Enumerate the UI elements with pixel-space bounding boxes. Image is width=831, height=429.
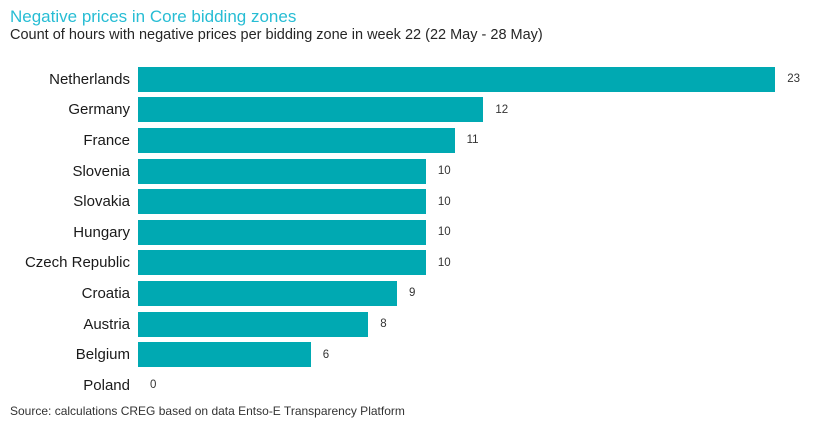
value-label-netherlands: 23 (787, 73, 800, 86)
value-label-slovakia: 10 (437, 195, 451, 208)
category-label-belgium: Belgium (75, 346, 130, 364)
bar-track-netherlands: 23 (138, 66, 800, 92)
chart-row-belgium: Belgium 6 (0, 339, 831, 370)
category-label-slovenia: Slovenia (72, 162, 130, 180)
bar-croatia (138, 280, 398, 306)
value-label-france: 11 (466, 134, 479, 147)
category-label-germany: Germany (68, 101, 130, 119)
chart-row-croatia: Croatia 9 (0, 278, 831, 309)
bar-track-austria: 8 (138, 311, 800, 337)
value-label-hungary: 10 (437, 226, 451, 239)
category-label-netherlands: Netherlands (49, 70, 130, 88)
chart-row-poland: Poland 0 (0, 370, 831, 401)
chart-row-slovenia: Slovenia 10 (0, 156, 831, 187)
bar-track-france: 11 (138, 127, 800, 153)
bar-track-croatia: 9 (138, 280, 800, 306)
bar-slovenia (138, 158, 426, 184)
category-label-slovakia: Slovakia (73, 193, 130, 211)
bar-track-belgium: 6 (138, 342, 800, 368)
value-label-croatia: 9 (409, 287, 416, 300)
bar-track-slovakia: 10 (138, 189, 800, 215)
bar-track-hungary: 10 (138, 219, 800, 245)
category-label-czech-republic: Czech Republic (24, 254, 130, 272)
value-label-austria: 8 (380, 318, 387, 331)
bar-track-czech-republic: 10 (138, 250, 800, 276)
category-label-poland: Poland (83, 376, 130, 394)
bar-austria (138, 311, 369, 337)
source-note: Source: calculations CREG based on data … (10, 404, 405, 418)
chart-row-hungary: Hungary 10 (0, 217, 831, 248)
bar-hungary (138, 219, 426, 245)
chart-title: Negative prices in Core bidding zones (10, 7, 297, 26)
bar-slovakia (138, 189, 426, 215)
chart-header: Negative prices in Core bidding zones Co… (0, 0, 831, 44)
chart-row-slovakia: Slovakia 10 (0, 186, 831, 217)
value-label-czech-republic: 10 (437, 256, 451, 269)
chart-subtitle: Count of hours with negative prices per … (10, 27, 543, 43)
bar-germany (138, 97, 484, 123)
bar-belgium (138, 342, 311, 368)
category-label-hungary: Hungary (73, 223, 130, 241)
value-label-slovenia: 10 (437, 165, 451, 178)
chart-row-czech-republic: Czech Republic 10 (0, 248, 831, 279)
category-label-france: France (83, 131, 130, 149)
value-label-germany: 12 (495, 103, 509, 116)
bar-netherlands (138, 66, 776, 92)
chart-row-netherlands: Netherlands 23 (0, 64, 831, 95)
value-label-poland: 0 (150, 379, 157, 392)
bar-france (138, 127, 455, 153)
bar-track-poland: 0 (138, 373, 800, 398)
category-label-croatia: Croatia (81, 284, 130, 302)
chart-rows: Netherlands 23 Germany 12 France 11 Slovenia 10… (0, 64, 831, 401)
value-label-belgium: 6 (322, 348, 330, 361)
bar-track-slovenia: 10 (138, 158, 800, 184)
bar-czech-republic (138, 250, 426, 276)
bar-track-germany: 12 (138, 97, 800, 123)
category-label-austria: Austria (83, 315, 130, 333)
bar-chart: Netherlands 23 Germany 12 France 11 Slovenia 10… (0, 64, 831, 401)
chart-row-austria: Austria 8 (0, 309, 831, 340)
chart-row-france: France 11 (0, 125, 831, 156)
chart-row-germany: Germany 12 (0, 95, 831, 126)
